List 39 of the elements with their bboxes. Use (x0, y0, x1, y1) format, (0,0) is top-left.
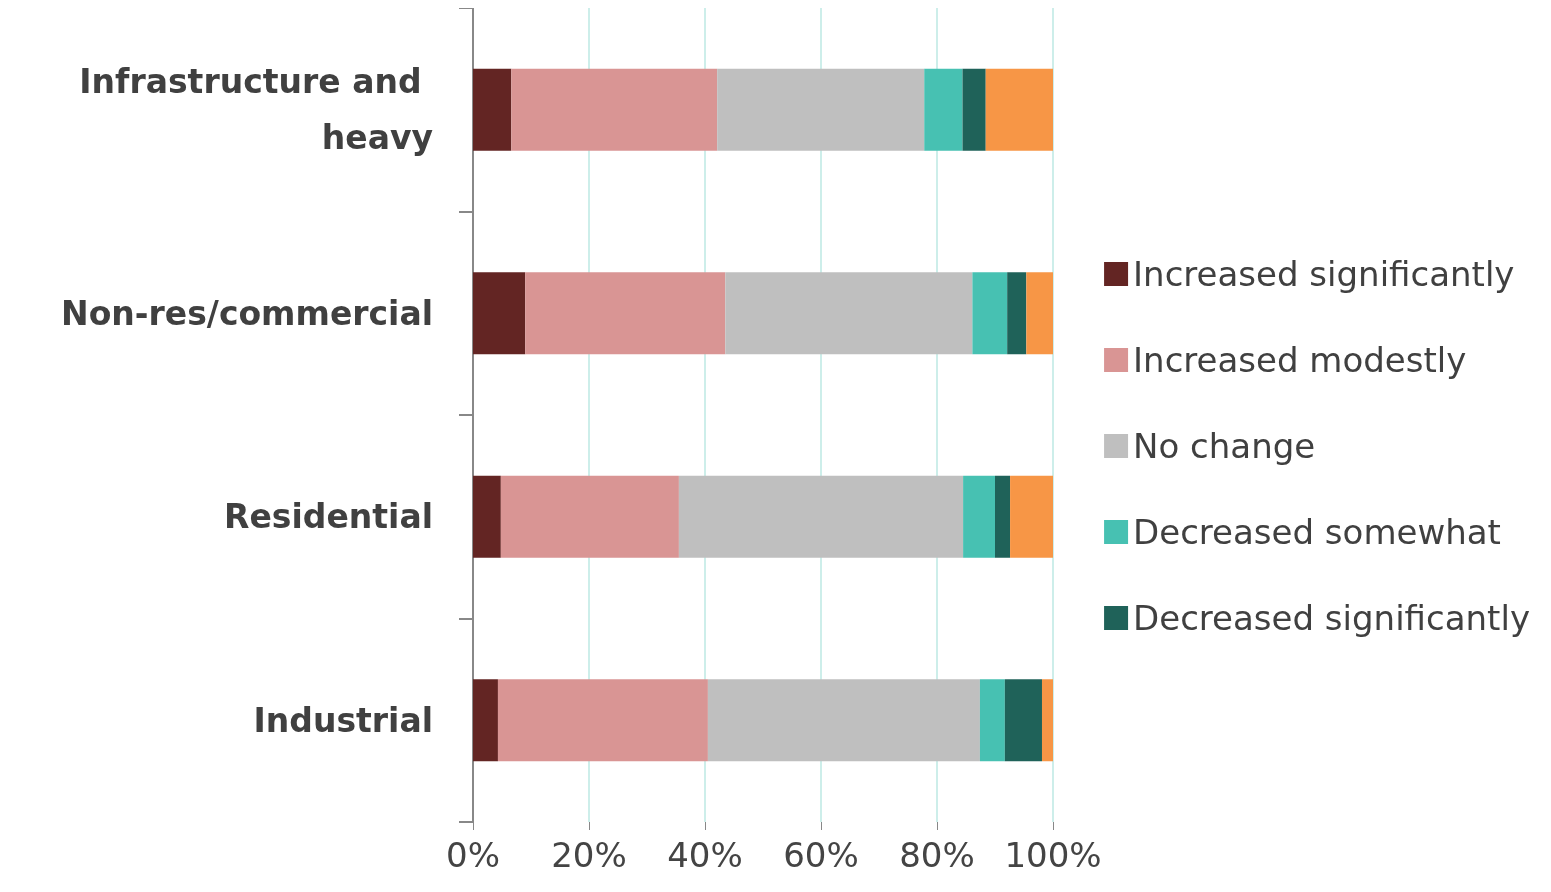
y-tick-label: Industrial (253, 700, 433, 740)
x-tick-label: 80% (899, 835, 975, 875)
bar (924, 68, 963, 151)
legend-label: Increased significantly (1133, 254, 1515, 294)
bar (707, 679, 980, 762)
bar (725, 272, 973, 355)
bar (473, 272, 526, 355)
bar (979, 679, 1005, 762)
legend-label: Decreased somewhat (1133, 512, 1501, 552)
bar (525, 272, 726, 355)
bar (972, 272, 1008, 355)
legend-label: Decreased significantly (1133, 598, 1531, 638)
bar (963, 475, 995, 558)
legend-label: Increased modestly (1133, 340, 1467, 380)
x-tick-label: 20% (551, 835, 627, 875)
bar (1010, 475, 1053, 558)
bar (678, 475, 964, 558)
bar (1004, 679, 1042, 762)
y-tick-label: Residential (224, 497, 433, 537)
bar (1026, 272, 1053, 355)
x-tick-label: 0% (446, 835, 500, 875)
bar (1007, 272, 1027, 355)
y-tick-label: Non-res/commercial (61, 293, 433, 333)
bar (962, 68, 986, 151)
bar (473, 475, 501, 558)
bar (500, 475, 679, 558)
x-tick-label: 100% (1004, 835, 1102, 875)
y-tick-label: Infrastructure and heavy (79, 62, 433, 158)
x-tick-label: 60% (783, 835, 859, 875)
bar (1041, 679, 1053, 762)
legend-label: No change (1133, 426, 1316, 466)
bar (511, 68, 718, 151)
x-tick-label: 40% (667, 835, 743, 875)
bar (717, 68, 925, 151)
bar (473, 68, 512, 151)
bar (473, 679, 498, 762)
bar (497, 679, 708, 762)
bar (985, 68, 1053, 151)
bar (995, 475, 1011, 558)
